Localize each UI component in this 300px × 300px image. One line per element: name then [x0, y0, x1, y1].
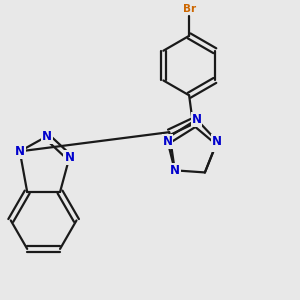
Text: N: N	[170, 164, 180, 177]
Text: S: S	[212, 138, 220, 151]
Text: N: N	[64, 151, 74, 164]
Text: N: N	[191, 113, 202, 126]
Text: N: N	[163, 135, 172, 148]
Text: N: N	[15, 145, 25, 158]
Text: Br: Br	[182, 4, 196, 14]
Text: N: N	[212, 135, 222, 148]
Text: N: N	[42, 130, 52, 143]
